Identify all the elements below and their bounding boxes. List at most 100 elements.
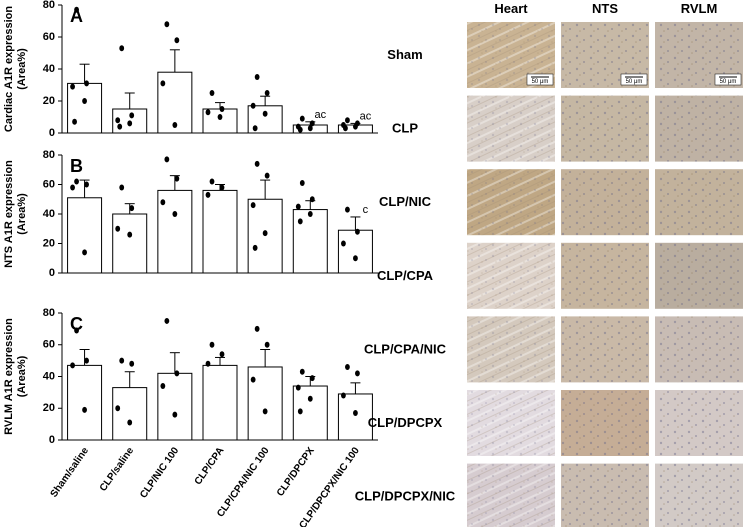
data-point: [343, 125, 348, 132]
data-point: [205, 191, 211, 198]
y-tick-label: 0: [49, 127, 55, 139]
x-tick-label: CLP/saline: [98, 445, 137, 494]
y-axis-label: RVLM A1R expression: [3, 318, 15, 435]
data-point: [299, 180, 305, 187]
data-point: [82, 98, 87, 104]
data-point: [127, 419, 133, 426]
data-point: [174, 370, 180, 377]
micrograph: [655, 390, 743, 456]
data-point: [264, 90, 270, 96]
data-point: [307, 395, 313, 402]
y-tick-label: 80: [43, 0, 55, 11]
bar: [112, 213, 148, 274]
x-tick-label: Sham/saline: [49, 445, 92, 499]
data-point: [74, 6, 79, 13]
row-label: CLP: [392, 121, 418, 136]
micrograph: [655, 169, 743, 236]
data-point: [164, 156, 170, 163]
data-point: [262, 110, 268, 117]
row-label: CLP/DPCPX/NIC: [355, 489, 456, 504]
x-tick-label: CLP/CPA: [193, 445, 227, 487]
micrograph: [655, 463, 743, 527]
scale-box: [526, 73, 554, 86]
panel-label: C: [70, 314, 83, 334]
data-point: [252, 244, 258, 251]
data-point: [341, 392, 346, 399]
data-point: [82, 406, 87, 413]
row-label: CLP/DPCPX: [368, 415, 443, 430]
data-point: [219, 184, 225, 191]
data-point: [160, 80, 166, 87]
data-point: [164, 21, 170, 28]
data-point: [119, 357, 125, 364]
data-point: [299, 368, 305, 375]
x-tick-label: CLP/NIC 100: [138, 445, 181, 500]
annotation: c: [363, 204, 369, 216]
column-header: NTS: [592, 1, 618, 16]
micrograph-texture: [467, 95, 555, 162]
data-point: [209, 178, 215, 185]
micrograph: [655, 242, 743, 309]
bar: [202, 364, 238, 441]
panel-label: A: [70, 6, 83, 26]
bar: [292, 209, 328, 274]
data-point: [353, 255, 358, 262]
micrograph: 50 μm: [561, 22, 649, 88]
data-point: [205, 360, 211, 367]
data-point: [84, 357, 89, 364]
data-point: [164, 317, 170, 324]
data-point: [345, 363, 350, 370]
data-point: [205, 109, 211, 116]
y-axis-label: Cardiac A1R expression: [3, 6, 15, 132]
data-point: [254, 160, 260, 167]
micrograph: [561, 390, 649, 456]
data-point: [209, 90, 215, 96]
micrograph: [655, 95, 743, 162]
data-point: [127, 231, 133, 238]
micrograph-texture: [561, 242, 649, 309]
micrograph-texture: [467, 242, 555, 309]
data-point: [115, 225, 121, 232]
micrograph-texture: [561, 95, 649, 162]
data-point: [299, 115, 305, 122]
data-point: [127, 120, 133, 127]
micrograph-texture: [561, 169, 649, 236]
data-point: [172, 211, 178, 217]
micrograph-texture: [467, 169, 555, 236]
data-point: [84, 181, 89, 188]
column-header: Heart: [494, 1, 528, 16]
bar: [67, 197, 103, 274]
micrograph-texture: [561, 316, 649, 383]
y-tick-label: 20: [43, 237, 55, 249]
micrograph-texture: [561, 463, 649, 527]
data-point: [174, 37, 180, 44]
micrograph: [467, 242, 555, 309]
data-point: [252, 125, 258, 132]
data-point: [174, 175, 180, 182]
micrograph-texture: [467, 390, 555, 456]
data-point: [115, 405, 121, 412]
data-point: [74, 178, 79, 185]
bar: [67, 82, 103, 134]
row-label: CLP/NIC: [379, 194, 432, 209]
micrograph: [561, 463, 649, 527]
data-point: [82, 249, 87, 256]
data-point: [264, 341, 270, 348]
bar: [67, 364, 103, 441]
y-tick-label: 20: [43, 402, 55, 414]
y-tick-label: 60: [43, 178, 55, 190]
micrograph-texture: [467, 463, 555, 527]
y-tick-label: 60: [43, 339, 55, 351]
row-label: Sham: [387, 47, 422, 62]
data-point: [297, 218, 303, 225]
scale-label: 50 μm: [532, 79, 549, 85]
column-header: RVLM: [681, 1, 718, 16]
data-point: [84, 80, 89, 87]
data-point: [309, 375, 315, 382]
scale-box: [620, 73, 648, 86]
micrograph: [467, 95, 555, 162]
data-point: [250, 376, 256, 383]
bar: [157, 372, 193, 441]
data-point: [209, 341, 215, 348]
